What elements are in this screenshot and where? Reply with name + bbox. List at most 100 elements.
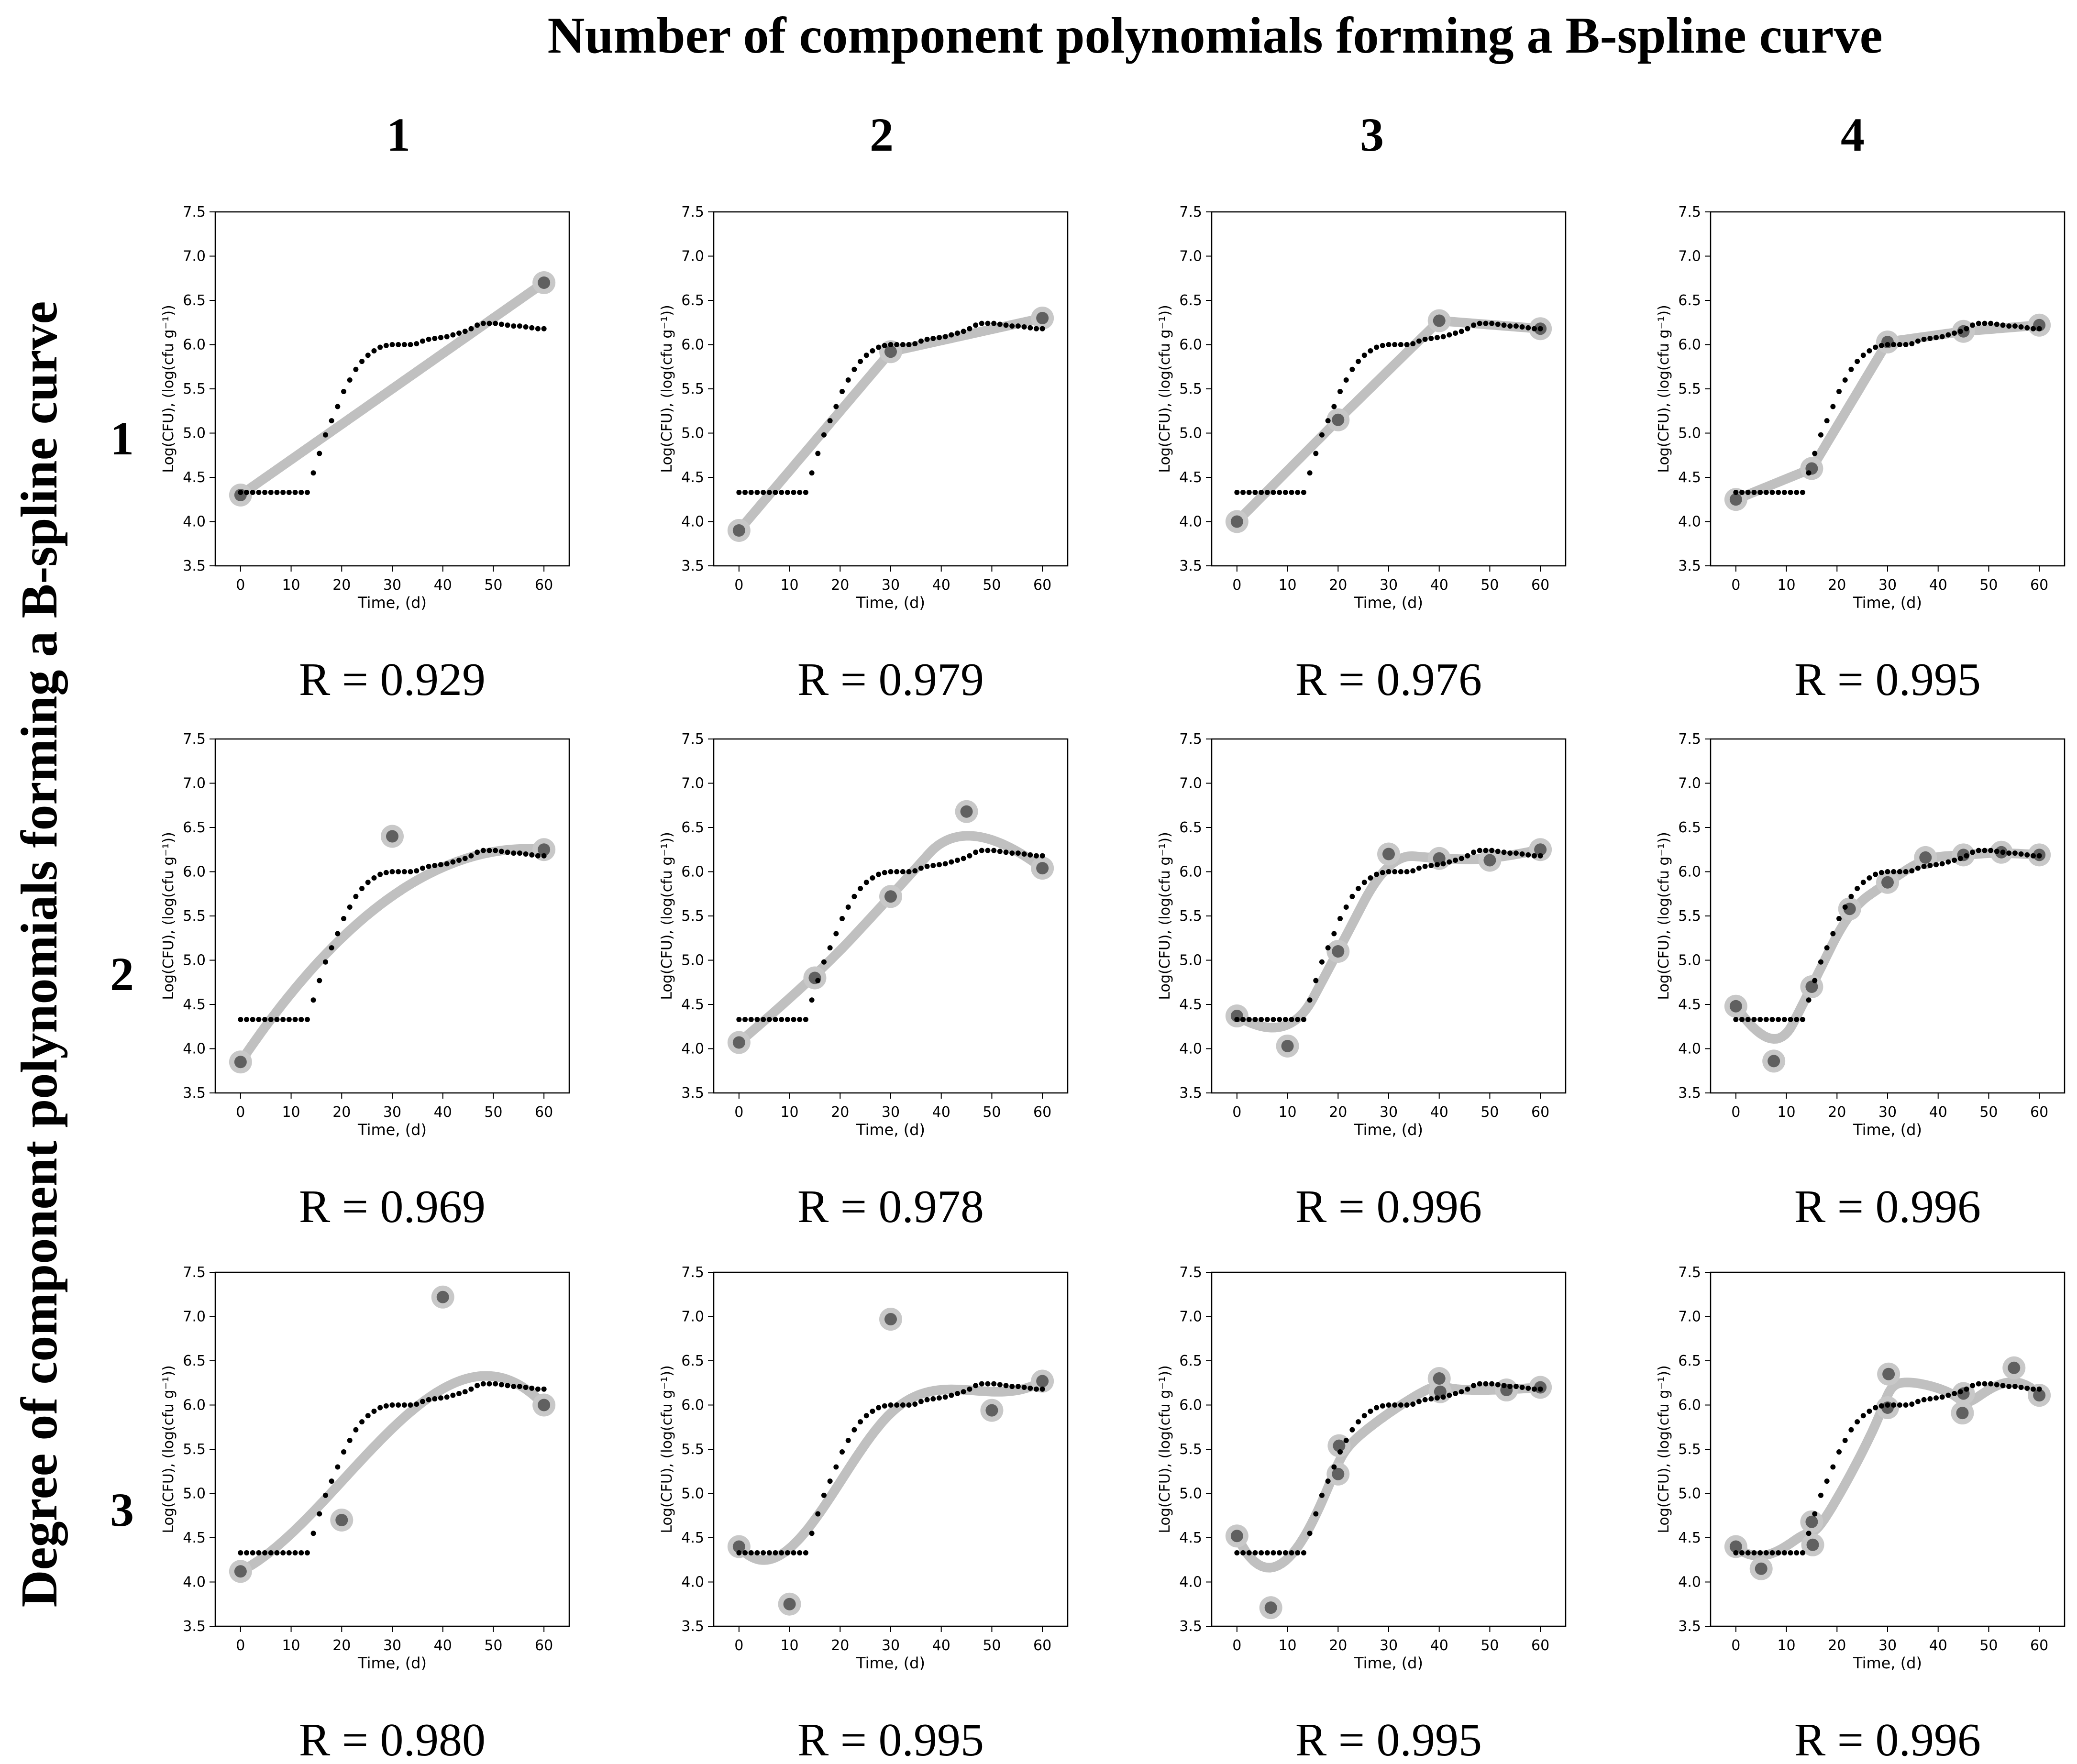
data-point [1964, 326, 1969, 331]
axes-frame [1710, 211, 2066, 567]
data-point [840, 389, 845, 395]
data-point [942, 1394, 948, 1400]
data-point [511, 323, 517, 329]
data-point [420, 1399, 425, 1404]
data-point [1525, 325, 1531, 331]
y-tick-label: 7.5 [681, 1264, 704, 1281]
y-tick-label: 5.5 [183, 908, 206, 925]
data-point [1952, 330, 1957, 336]
data-point [973, 322, 979, 328]
data-point [815, 1511, 821, 1517]
data-point [1319, 959, 1325, 965]
data-point [529, 1385, 535, 1391]
subplot-r3-c2: 0 10 20 30 40 50 60 3.5 4.0 4.5 5.0 5.5 6.0 6.5 7.0 7.5… [659, 1264, 1069, 1764]
y-tick-label: 5.0 [1678, 425, 1701, 442]
data-point [1234, 1016, 1240, 1022]
data-point [1903, 1402, 1909, 1408]
y-tick-label: 6.5 [1179, 819, 1202, 836]
data-point [973, 1383, 979, 1389]
data-point [1836, 1449, 1842, 1455]
data-point [329, 1478, 334, 1484]
data-point [1295, 1550, 1301, 1555]
data-point [1781, 489, 1787, 495]
data-point [1386, 342, 1392, 347]
x-tick-label: 50 [1979, 1104, 1998, 1121]
data-point [1368, 1408, 1373, 1414]
data-point [936, 335, 942, 341]
data-point [1009, 323, 1015, 329]
x-tick-label: 30 [383, 1104, 401, 1121]
x-tick-label: 60 [1531, 577, 1549, 594]
x-tick-label: 30 [882, 1637, 900, 1654]
y-tick-label: 5.5 [1678, 381, 1701, 397]
x-tick-label: 40 [932, 1104, 950, 1121]
data-point [1337, 1449, 1343, 1455]
control-point [538, 1399, 551, 1411]
y-tick-label: 5.5 [1678, 908, 1701, 925]
axes-frame [713, 738, 1069, 1094]
data-point [341, 389, 347, 395]
y-tick-label: 3.5 [681, 1618, 704, 1635]
data-point [523, 1385, 529, 1390]
data-point [924, 336, 930, 342]
data-point [1343, 904, 1349, 910]
data-point [845, 904, 851, 910]
data-point [1495, 321, 1501, 327]
y-tick-label: 4.5 [681, 469, 704, 486]
x-tick-label: 0 [734, 577, 743, 594]
data-point [298, 1550, 304, 1555]
data-point [1842, 1438, 1848, 1443]
x-axis-label: Time, (d) [1354, 594, 1423, 612]
data-point [322, 1492, 328, 1498]
data-point [262, 1016, 268, 1022]
data-point [414, 1401, 420, 1407]
data-point [949, 859, 954, 865]
y-tick-label: 6.5 [183, 819, 206, 836]
data-point [304, 1016, 310, 1022]
data-point [396, 869, 401, 874]
data-point [876, 344, 882, 350]
data-point [1860, 353, 1866, 358]
y-tick-label: 4.0 [1678, 1041, 1701, 1058]
x-tick-label: 10 [1278, 1104, 1296, 1121]
spline-curve [1232, 1381, 1546, 1573]
data-point [1361, 353, 1367, 358]
data-point [450, 859, 456, 865]
data-point [1970, 849, 1976, 855]
data-point [1970, 1383, 1976, 1389]
data-point [2030, 853, 2036, 859]
data-point [791, 1016, 796, 1022]
x-tick-label: 20 [1329, 577, 1347, 594]
data-point [863, 353, 869, 358]
control-point [732, 524, 745, 537]
data-point [1021, 324, 1027, 330]
data-point [1757, 1016, 1763, 1022]
data-point [1739, 1016, 1745, 1022]
data-point [766, 1550, 772, 1555]
y-tick-label: 4.5 [1678, 469, 1701, 486]
data-point [851, 893, 857, 899]
control-point [1729, 1540, 1742, 1553]
data-point [858, 1419, 863, 1425]
data-point [529, 852, 535, 858]
data-point [900, 1402, 906, 1408]
data-point [2006, 323, 2012, 329]
data-point [979, 1381, 984, 1387]
data-point [1733, 1550, 1739, 1555]
data-point [748, 1550, 754, 1555]
data-point [1794, 1550, 1800, 1555]
data-point [1842, 377, 1848, 383]
data-point [377, 1405, 383, 1411]
control-point [2008, 1361, 2021, 1374]
data-point [371, 1408, 377, 1414]
x-tick-label: 0 [1232, 577, 1241, 594]
data-point [238, 489, 243, 495]
data-point [1374, 344, 1380, 350]
data-point [1982, 320, 1988, 326]
axes-frame [214, 1271, 570, 1627]
data-point [1453, 330, 1458, 336]
data-point [1915, 338, 1921, 344]
data-point [1878, 870, 1884, 875]
subplot-r1-c4: 0 10 20 30 40 50 60 3.5 4.0 4.5 5.0 5.5 6.0 6.5 7.0 7.5… [1656, 204, 2066, 706]
data-point [1806, 470, 1812, 476]
